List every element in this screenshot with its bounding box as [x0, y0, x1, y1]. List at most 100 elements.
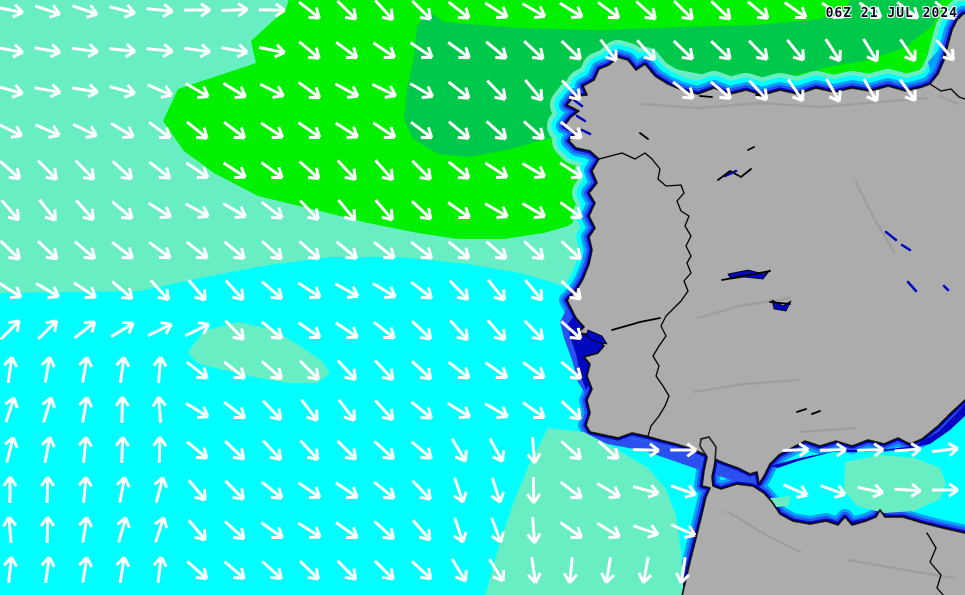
wind-arrow [114, 436, 130, 464]
wind-arrow [298, 559, 320, 581]
wind-arrow [261, 560, 283, 581]
wind-arrow [857, 483, 884, 499]
wind-arrow [71, 83, 99, 99]
wind-arrow [78, 396, 94, 424]
wind-arrow [560, 399, 582, 421]
wind-arrow [409, 82, 435, 99]
wind-arrow [299, 199, 320, 221]
wind-arrow [222, 202, 247, 219]
wind-arrow [187, 479, 207, 502]
wind-arrow [336, 439, 358, 461]
wind-arrow [148, 241, 172, 260]
wind-arrow [447, 401, 472, 419]
wind-arrow [748, 79, 769, 102]
wind-arrow [560, 240, 582, 261]
wind-arrow [261, 439, 283, 461]
wind-arrow [187, 279, 207, 302]
wind-arrow [561, 79, 582, 101]
wind-arrow [486, 319, 507, 342]
wind-arrow [819, 442, 847, 458]
wind-arrow [559, 521, 584, 539]
wind-arrow [73, 281, 97, 299]
wind-arrow [115, 556, 131, 584]
wind-arrow [4, 396, 19, 423]
wind-arrow [820, 484, 847, 499]
political-borders [598, 83, 965, 595]
wind-arrow [186, 560, 209, 581]
wind-arrow [485, 240, 508, 260]
wind-arrow [0, 84, 24, 99]
wind-arrow [782, 442, 810, 458]
wind-arrow [562, 556, 579, 584]
wind-arrow [447, 160, 471, 180]
wind-arrow [410, 560, 433, 581]
wind-arrow [0, 281, 23, 299]
wind-arrow [34, 123, 61, 139]
wind-arrow [147, 83, 173, 99]
wind-arrow [935, 39, 955, 62]
wind-arrow [932, 482, 959, 498]
wind-arrow [524, 279, 544, 302]
wind-arrow [485, 120, 508, 141]
wind-arrow [559, 161, 584, 179]
wind-arrow [3, 356, 19, 384]
wind-arrow [297, 121, 322, 139]
wind-arrow [559, 201, 583, 220]
wind-arrow [747, 0, 770, 20]
wind-arrow [77, 436, 93, 464]
wind-arrow [858, 1, 883, 19]
wind-arrow [223, 240, 246, 260]
wind-arrow [297, 481, 322, 499]
wind-arrow [374, 159, 395, 182]
wind-arrow [410, 400, 433, 420]
wind-arrow [297, 321, 322, 339]
wind-arrow [71, 43, 99, 59]
wind-arrow [77, 476, 93, 504]
wind-arrow [521, 162, 547, 179]
wind-arrow [334, 121, 359, 139]
wind-arrow [78, 556, 94, 584]
wind-arrow [34, 83, 62, 99]
wind-arrow [374, 199, 394, 222]
wind-arrow [371, 82, 398, 99]
wind-arrow [526, 556, 542, 584]
wind-arrow [223, 360, 247, 380]
wind-arrow [632, 483, 660, 499]
wind-arrow [336, 159, 357, 181]
wind-arrow [596, 482, 621, 499]
wind-arrow [109, 42, 137, 59]
wind-arrow [526, 516, 542, 544]
wind-arrow [260, 320, 284, 340]
wind-arrow [411, 159, 432, 181]
wind-arrow [0, 3, 24, 19]
wind-arrow [522, 361, 546, 380]
wind-arrows-layer [0, 0, 959, 584]
wind-arrow [2, 556, 19, 584]
inland-water-lines [572, 98, 950, 293]
wind-arrow [447, 80, 471, 100]
wind-arrow [559, 120, 583, 140]
wind-arrow [75, 199, 95, 222]
wind-arrow [2, 516, 18, 544]
wind-arrow [146, 43, 174, 59]
wind-arrow [372, 121, 397, 139]
wind-arrow [523, 319, 545, 341]
wind-arrow [373, 440, 396, 461]
wind-arrow [40, 356, 56, 384]
wind-arrow [334, 82, 360, 99]
wind-arrow [34, 43, 62, 59]
wind-arrow [298, 40, 321, 60]
alboran-navy-north [770, 404, 965, 468]
wind-arrow [3, 436, 19, 463]
wind-arrow [490, 477, 505, 504]
wind-arrow [78, 356, 94, 384]
wind-arrow [560, 360, 583, 380]
wind-arrow [488, 437, 506, 463]
wind-arrow [372, 282, 397, 299]
wind-arrow [111, 200, 134, 220]
wind-arrow [560, 320, 583, 341]
wind-arrow [115, 476, 131, 504]
wind-arrow [0, 160, 22, 181]
wind-arrow [297, 521, 322, 539]
